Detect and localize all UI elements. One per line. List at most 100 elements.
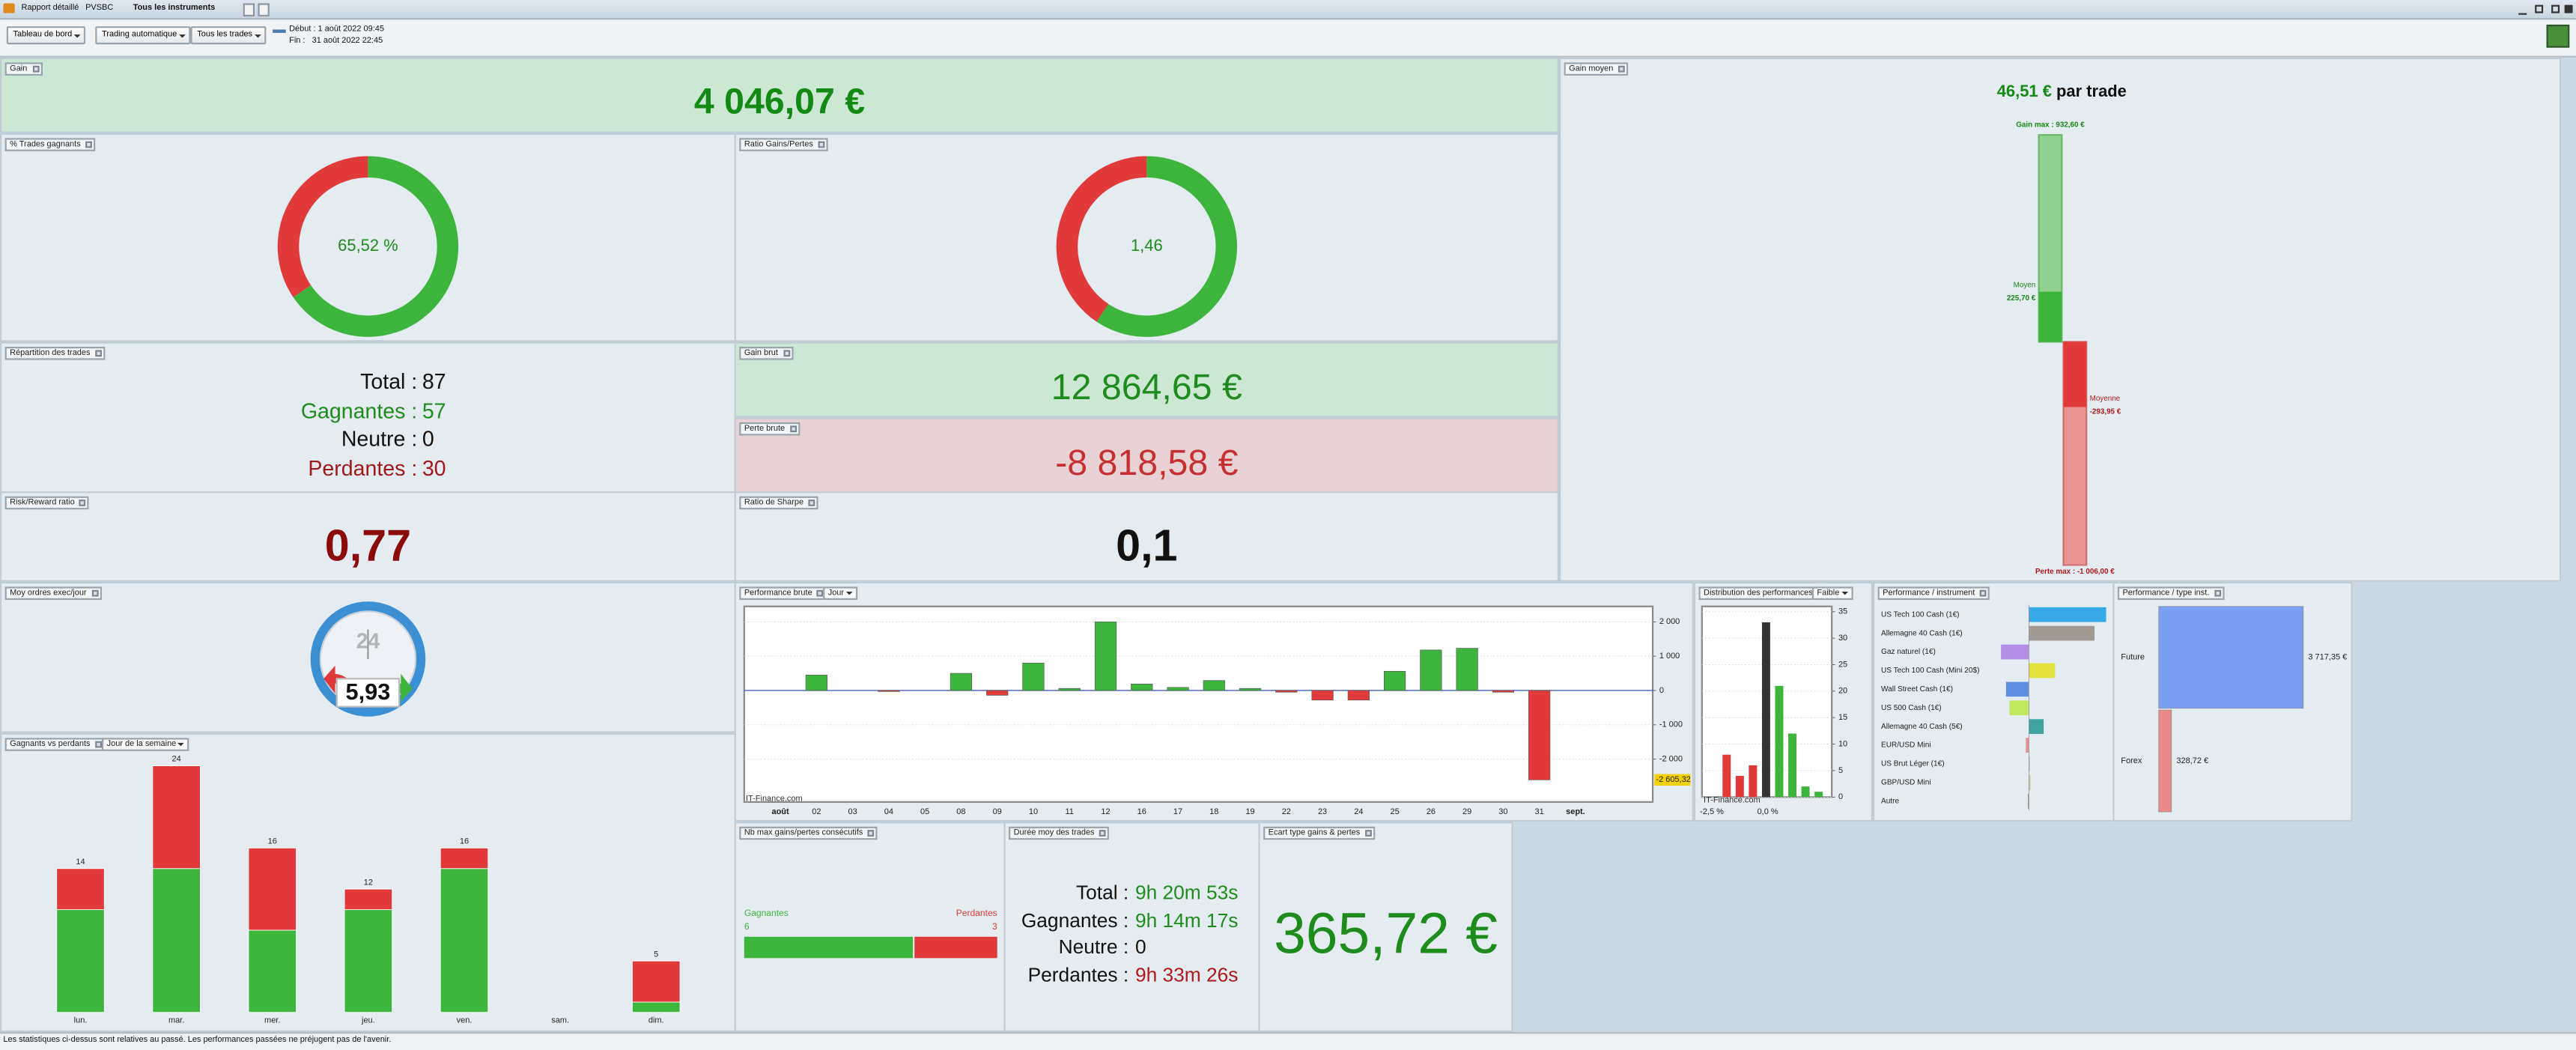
row-label: Perdantes : bbox=[308, 457, 417, 481]
y-tick-label: 25 bbox=[1838, 660, 1847, 669]
tab[interactable]: Rapport détaillé bbox=[21, 3, 79, 13]
panel-ratio: Ratio Gains/Pertes 1,46 bbox=[734, 133, 1559, 342]
bar bbox=[1801, 786, 1810, 798]
bar-segment bbox=[56, 868, 105, 911]
legend-swatch bbox=[273, 29, 286, 33]
category-label: US Tech 100 Cash (Mini 20$) bbox=[1881, 667, 1979, 675]
bar bbox=[1384, 670, 1406, 691]
tab-icon[interactable] bbox=[243, 3, 255, 16]
dropdown[interactable]: Faible bbox=[1811, 586, 1853, 600]
title-bar: Rapport détaillé PVSBC Tous les instrume… bbox=[0, 0, 2576, 20]
x-tick-label: dim. bbox=[648, 1016, 664, 1025]
row-label: Neutre : bbox=[1059, 935, 1129, 958]
tab[interactable]: PVSBC bbox=[85, 3, 114, 13]
bar bbox=[1735, 775, 1744, 798]
value-label: -2 605,32 bbox=[1656, 775, 1690, 784]
category-label: US Tech 100 Cash (1€) bbox=[1881, 610, 1960, 619]
avg-gain-chart: 46,51 € par trade Gain max : 932,60 € Moy… bbox=[1997, 82, 2127, 576]
row-value: 0 bbox=[422, 428, 434, 452]
tab-icon[interactable] bbox=[258, 3, 270, 16]
row-value: 87 bbox=[422, 370, 446, 394]
dropdown[interactable]: Jour de la semaine bbox=[102, 738, 189, 751]
bar bbox=[1775, 685, 1784, 798]
app-icon bbox=[3, 3, 15, 13]
x-tick-label: 10 bbox=[1029, 807, 1038, 816]
x-tick-label: 04 bbox=[884, 807, 893, 816]
window-restore[interactable] bbox=[2551, 4, 2560, 13]
bar-segment bbox=[56, 909, 105, 1013]
orders-value: 5,93 bbox=[346, 679, 391, 705]
x-tick-label: 02 bbox=[812, 807, 821, 816]
bar bbox=[2029, 774, 2031, 790]
bar bbox=[2005, 682, 2029, 697]
x-tick-label: 17 bbox=[1173, 807, 1182, 816]
dropdown[interactable]: Tous les trades bbox=[190, 26, 266, 45]
bar bbox=[1239, 688, 1262, 691]
consecutive-chart: Gagnantes 6 Perdantes 3 bbox=[744, 908, 997, 959]
y-tick-label: -2 000 bbox=[1659, 754, 1683, 763]
watermark: IT-Finance.com bbox=[1704, 796, 1761, 805]
window-minimize[interactable] bbox=[2518, 5, 2527, 15]
avg-gain-suffix: par trade bbox=[2056, 82, 2127, 100]
x-tick-label: 0,0 % bbox=[1758, 807, 1778, 816]
panel-title: Moy ordres exec/jour bbox=[4, 586, 102, 600]
window-close[interactable] bbox=[2564, 4, 2573, 13]
category-label: Future bbox=[2121, 653, 2145, 662]
bar bbox=[1203, 680, 1225, 691]
panel-title: Risk/Reward ratio bbox=[4, 496, 90, 510]
bar bbox=[2029, 756, 2030, 771]
win-value: 6 bbox=[744, 921, 750, 932]
bar-segment bbox=[152, 868, 201, 1013]
bar bbox=[1814, 792, 1823, 798]
avg-loss-bar bbox=[2063, 342, 2087, 407]
donut-loss-arc bbox=[277, 156, 368, 297]
tab-dropdown[interactable]: Tous les instruments bbox=[133, 3, 216, 13]
x-tick-label: 18 bbox=[1209, 807, 1218, 816]
win-rate-donut: 65,52 % bbox=[277, 156, 459, 337]
loss-name: Perdantes bbox=[956, 908, 997, 918]
category-label: US Brut Léger (1€) bbox=[1881, 760, 1945, 768]
value-box bbox=[335, 678, 401, 708]
win-bar bbox=[744, 936, 914, 959]
donut-label: 65,52 % bbox=[338, 236, 398, 255]
export-icon[interactable] bbox=[2546, 24, 2570, 48]
x-tick-label: 29 bbox=[1462, 807, 1471, 816]
panel-orders: Moy ordres exec/jour 24 5,93 bbox=[0, 581, 736, 733]
dropdown[interactable]: Tableau de bord bbox=[6, 26, 85, 45]
total-label: 16 bbox=[460, 837, 469, 846]
bar-segment bbox=[152, 765, 201, 870]
x-tick-label: 11 bbox=[1066, 807, 1074, 816]
y-tick-label: 0 bbox=[1659, 686, 1664, 695]
value-label: 328,72 € bbox=[2176, 756, 2208, 765]
row-value: 57 bbox=[422, 399, 446, 423]
panel-title: Gain bbox=[4, 62, 43, 76]
x-tick-label: 09 bbox=[993, 807, 1002, 816]
bar bbox=[950, 673, 973, 691]
donut-loss-arc bbox=[1056, 156, 1147, 322]
panel-title: % Trades gagnants bbox=[4, 138, 96, 151]
dropdown[interactable]: Jour bbox=[823, 586, 857, 600]
y-tick-label: 15 bbox=[1838, 713, 1847, 722]
y-tick-label: 20 bbox=[1838, 687, 1847, 696]
bar bbox=[986, 690, 1009, 696]
bar-segment bbox=[248, 929, 297, 1013]
x-tick-label: 25 bbox=[1391, 807, 1400, 816]
bar-segment bbox=[440, 847, 489, 870]
panel-title: Répartition des trades bbox=[4, 347, 106, 360]
category-label: US 500 Cash (1€) bbox=[1881, 704, 1942, 712]
category-label: Forex bbox=[2121, 756, 2142, 765]
panel-title: Performance / instrument bbox=[1877, 586, 1990, 600]
panel-perf-instrument: Performance / instrument US Tech 100 Cas… bbox=[1873, 581, 2115, 822]
dropdown[interactable]: Trading automatique bbox=[95, 26, 190, 45]
avg-loss-name: Moyenne bbox=[2090, 395, 2121, 403]
category-label: EUR/USD Mini bbox=[1881, 741, 1931, 750]
window-maximize[interactable] bbox=[2535, 4, 2544, 13]
panel-title: Gain moyen bbox=[1564, 62, 1629, 76]
gross-gain-value: 12 864,65 € bbox=[1051, 366, 1242, 408]
value-label: 3 717,35 € bbox=[2308, 653, 2347, 662]
x-tick-label: 03 bbox=[848, 807, 857, 816]
panel-win-rate: % Trades gagnants 65,52 % bbox=[0, 133, 736, 342]
x-tick-label: lun. bbox=[74, 1016, 88, 1025]
status-bar: Les statistiques ci-dessus sont relative… bbox=[0, 1032, 2576, 1050]
